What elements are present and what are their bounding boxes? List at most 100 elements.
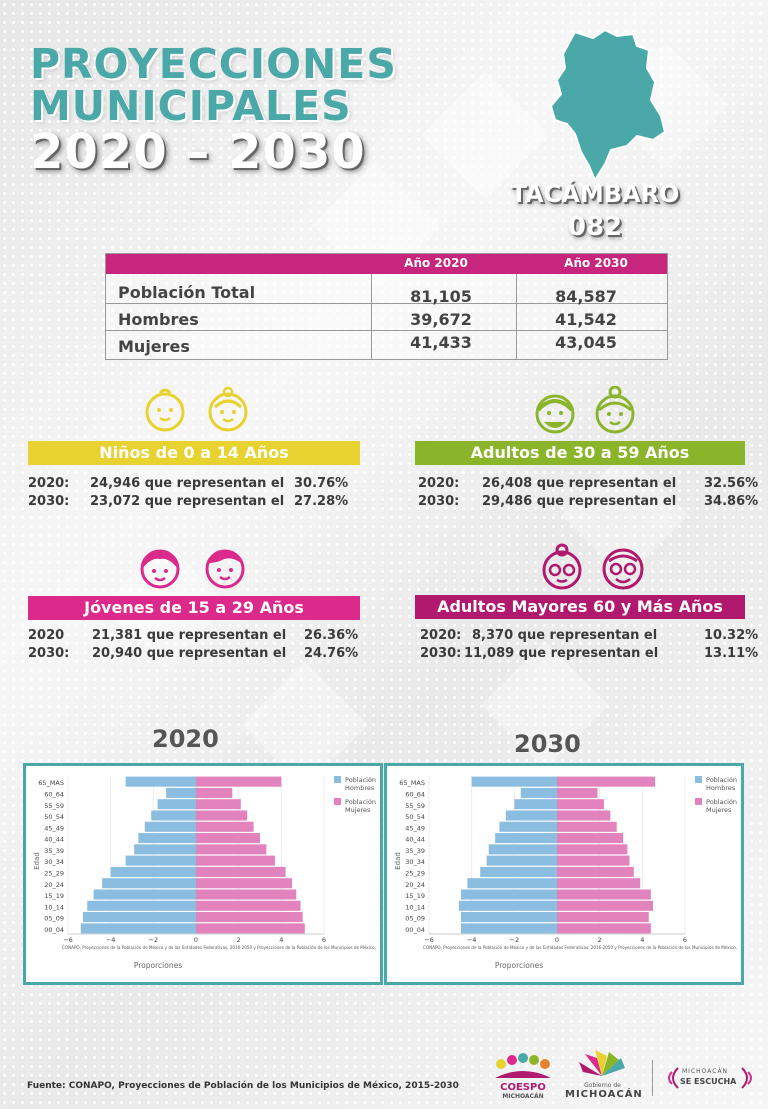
source-note: CONAPO, Proyecciones de la Población de … bbox=[423, 945, 737, 950]
sound-waves-left-icon bbox=[668, 1067, 679, 1089]
year: 2030: bbox=[418, 494, 460, 509]
y-tick-label: 30_34 bbox=[405, 858, 425, 866]
title-line-3: 2020 – 2030 bbox=[30, 124, 366, 180]
bar-hombres bbox=[495, 833, 557, 844]
y-tick-label: 45_49 bbox=[405, 824, 425, 832]
bar-hombres bbox=[151, 810, 196, 821]
legend-label: Población bbox=[706, 776, 737, 784]
bar-mujeres bbox=[557, 912, 649, 923]
legend-label: Mujeres bbox=[706, 806, 732, 814]
footer-divider bbox=[652, 1060, 653, 1096]
bar-mujeres bbox=[557, 866, 634, 877]
bar-mujeres bbox=[196, 776, 282, 787]
bar-mujeres bbox=[196, 844, 267, 855]
x-axis-label: Proporciones bbox=[495, 961, 543, 970]
bar-hombres bbox=[480, 866, 557, 877]
bar-mujeres bbox=[557, 821, 617, 832]
baby-boy-icon bbox=[145, 388, 185, 432]
pct: 26.36% bbox=[304, 628, 359, 643]
y-tick-label: 20_24 bbox=[44, 881, 64, 889]
y-axis-label: Edad bbox=[33, 852, 41, 870]
bar-mujeres bbox=[196, 923, 305, 934]
gobierno-flower-icon bbox=[579, 1050, 625, 1076]
year: 2030: bbox=[28, 494, 70, 509]
table-divider bbox=[106, 330, 667, 331]
y-tick-label: 50_54 bbox=[44, 813, 64, 821]
grandfather-icon bbox=[602, 548, 644, 590]
bar-hombres bbox=[144, 821, 196, 832]
young-man-icon bbox=[205, 549, 245, 589]
legend-label: Población bbox=[345, 798, 376, 806]
bar-mujeres bbox=[196, 878, 292, 889]
row-value: 43,045 bbox=[555, 333, 617, 352]
pct: 27.28% bbox=[294, 494, 349, 509]
title-line-1: PROYECCIONES bbox=[30, 40, 397, 88]
bar-mujeres bbox=[196, 900, 301, 911]
row-value: 41,433 bbox=[410, 333, 472, 352]
summary-header bbox=[106, 254, 667, 274]
x-tick-label: 6 bbox=[322, 936, 326, 944]
bar-hombres bbox=[125, 776, 196, 787]
year: 2020: bbox=[418, 476, 460, 491]
pyramid-title-2020: 2020 bbox=[152, 725, 219, 753]
bar-mujeres bbox=[196, 787, 233, 798]
y-tick-label: 25_29 bbox=[44, 869, 64, 877]
bar-mujeres bbox=[196, 821, 254, 832]
band-ninos: Niños de 0 a 14 Años bbox=[28, 441, 360, 465]
y-tick-label: 05_09 bbox=[405, 915, 425, 923]
bar-hombres bbox=[87, 900, 196, 911]
year: 2030: bbox=[28, 646, 70, 661]
bar-hombres bbox=[488, 844, 557, 855]
y-tick-label: 10_14 bbox=[44, 903, 64, 911]
bar-mujeres bbox=[557, 799, 604, 810]
band-adultos: Adultos de 30 a 59 Años bbox=[415, 441, 745, 465]
pct: 30.76% bbox=[294, 476, 349, 491]
header-2020: Año 2020 bbox=[404, 256, 468, 270]
y-tick-label: 35_39 bbox=[405, 847, 425, 855]
pyramid-2020-svg: 65_MAS 60_64 55_59 50_54 45_49 40_44 35_39 30_3… bbox=[33, 776, 376, 970]
bar-hombres bbox=[80, 923, 196, 934]
title-line-2: MUNICIPALES bbox=[30, 82, 352, 130]
legend-label: Población bbox=[706, 798, 737, 806]
y-tick-label: 30_34 bbox=[44, 858, 64, 866]
y-tick-label: 20_24 bbox=[405, 881, 425, 889]
young-woman-icon bbox=[140, 549, 180, 589]
legend-label: Mujeres bbox=[345, 806, 371, 814]
row-label: Mujeres bbox=[118, 337, 190, 356]
year: 2030: bbox=[420, 646, 462, 661]
year: 2020: bbox=[28, 476, 70, 491]
bar-hombres bbox=[93, 889, 196, 900]
bar-hombres bbox=[461, 889, 557, 900]
row-value: 81,105 bbox=[410, 287, 472, 306]
grandmother-icon bbox=[542, 543, 582, 590]
bar-hombres bbox=[458, 900, 557, 911]
bar-mujeres bbox=[557, 833, 624, 844]
x-tick-label: 0 bbox=[555, 936, 559, 944]
pct: 32.56% bbox=[704, 476, 759, 491]
coespo-logo: COESPO MICHOACÁN bbox=[493, 1052, 553, 1100]
bar-mujeres bbox=[557, 878, 641, 889]
pyramid-2030-svg: 65_MAS 60_64 55_59 50_54 45_49 40_44 35_39 30_3… bbox=[394, 776, 737, 970]
table-divider bbox=[371, 274, 372, 360]
bar-hombres bbox=[461, 912, 557, 923]
baby-girl-icon bbox=[208, 386, 248, 432]
x-tick-label: 6 bbox=[683, 936, 687, 944]
bar-mujeres bbox=[557, 844, 628, 855]
y-tick-label: 60_64 bbox=[44, 790, 64, 798]
x-tick-label: 2 bbox=[598, 936, 602, 944]
band-jovenes: Jóvenes de 15 a 29 Años bbox=[28, 596, 360, 620]
gobierno-text: Gobierno de bbox=[584, 1082, 621, 1089]
x-tick-label: 0 bbox=[194, 936, 198, 944]
bar-mujeres bbox=[557, 810, 611, 821]
gobierno-subtext: MICHOACÁN bbox=[565, 1089, 643, 1100]
y-tick-label: 15_19 bbox=[405, 892, 425, 900]
bar-hombres bbox=[520, 787, 557, 798]
bar-hombres bbox=[514, 799, 557, 810]
bar-mujeres bbox=[557, 855, 630, 866]
coespo-people-icon bbox=[495, 1053, 551, 1078]
bar-mujeres bbox=[196, 855, 275, 866]
pct: 13.11% bbox=[704, 646, 759, 661]
row-label: Población Total bbox=[118, 283, 256, 302]
bar-mujeres bbox=[196, 799, 241, 810]
x-tick-label: 2 bbox=[237, 936, 241, 944]
